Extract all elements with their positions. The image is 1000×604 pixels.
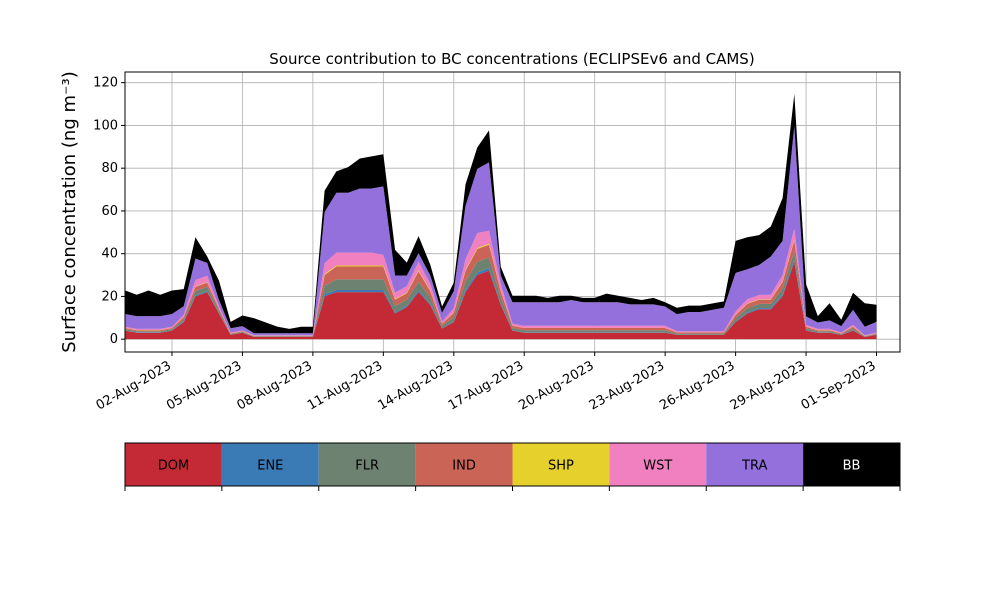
x-tick-label: 29-Aug-2023 xyxy=(728,358,808,413)
area-series-dom xyxy=(125,262,877,340)
legend-swatch-ene xyxy=(221,443,319,486)
y-tick-label: 40 xyxy=(101,247,118,262)
x-tick-label: 26-Aug-2023 xyxy=(657,358,737,413)
plot-frame xyxy=(124,71,901,353)
y-axis-label: Surface concentration (ng m⁻³) xyxy=(59,71,80,353)
y-tick-label: 120 xyxy=(93,76,118,91)
x-tick-label: 01-Sep-2023 xyxy=(799,358,879,413)
legend-label-shp: SHP xyxy=(548,459,574,474)
legend-label-ind: IND xyxy=(452,459,476,474)
x-tick-label: 20-Aug-2023 xyxy=(516,358,596,413)
x-tick-label: 17-Aug-2023 xyxy=(446,358,526,413)
legend-swatch-dom xyxy=(125,443,222,486)
legend-colorbar: DOM ENE FLR IND SHP WST TRA BB xyxy=(124,442,901,491)
x-tick-label: 02-Aug-2023 xyxy=(94,358,174,413)
y-tick-label: 60 xyxy=(101,204,118,219)
x-tick-label: 11-Aug-2023 xyxy=(305,358,385,413)
x-tick-label: 08-Aug-2023 xyxy=(235,358,315,413)
legend-label-ene: ENE xyxy=(257,459,283,474)
y-tick-label: 80 xyxy=(101,161,118,176)
x-tick-label: 14-Aug-2023 xyxy=(375,358,455,413)
y-tick-label: 20 xyxy=(101,289,118,304)
legend-swatch-shp xyxy=(512,443,610,486)
legend-label-bb: BB xyxy=(843,459,861,474)
chart-title: Source contribution to BC concentrations… xyxy=(269,50,754,68)
y-tick-label: 0 xyxy=(110,332,118,347)
legend-swatch-flr xyxy=(318,443,416,486)
legend-label-flr: FLR xyxy=(355,459,379,474)
legend-label-dom: DOM xyxy=(158,459,189,474)
legend-swatch-bb xyxy=(803,443,900,486)
legend-swatch-wst xyxy=(609,443,707,486)
legend-swatch-ind xyxy=(415,443,513,486)
legend-label-tra: TRA xyxy=(741,459,767,474)
y-tick-label: 100 xyxy=(93,118,118,133)
x-tick-label: 23-Aug-2023 xyxy=(587,358,667,413)
x-tick-label: 05-Aug-2023 xyxy=(164,358,244,413)
legend-label-wst: WST xyxy=(643,459,672,474)
stacked-areas xyxy=(125,94,877,340)
legend-swatch-tra xyxy=(706,443,804,486)
